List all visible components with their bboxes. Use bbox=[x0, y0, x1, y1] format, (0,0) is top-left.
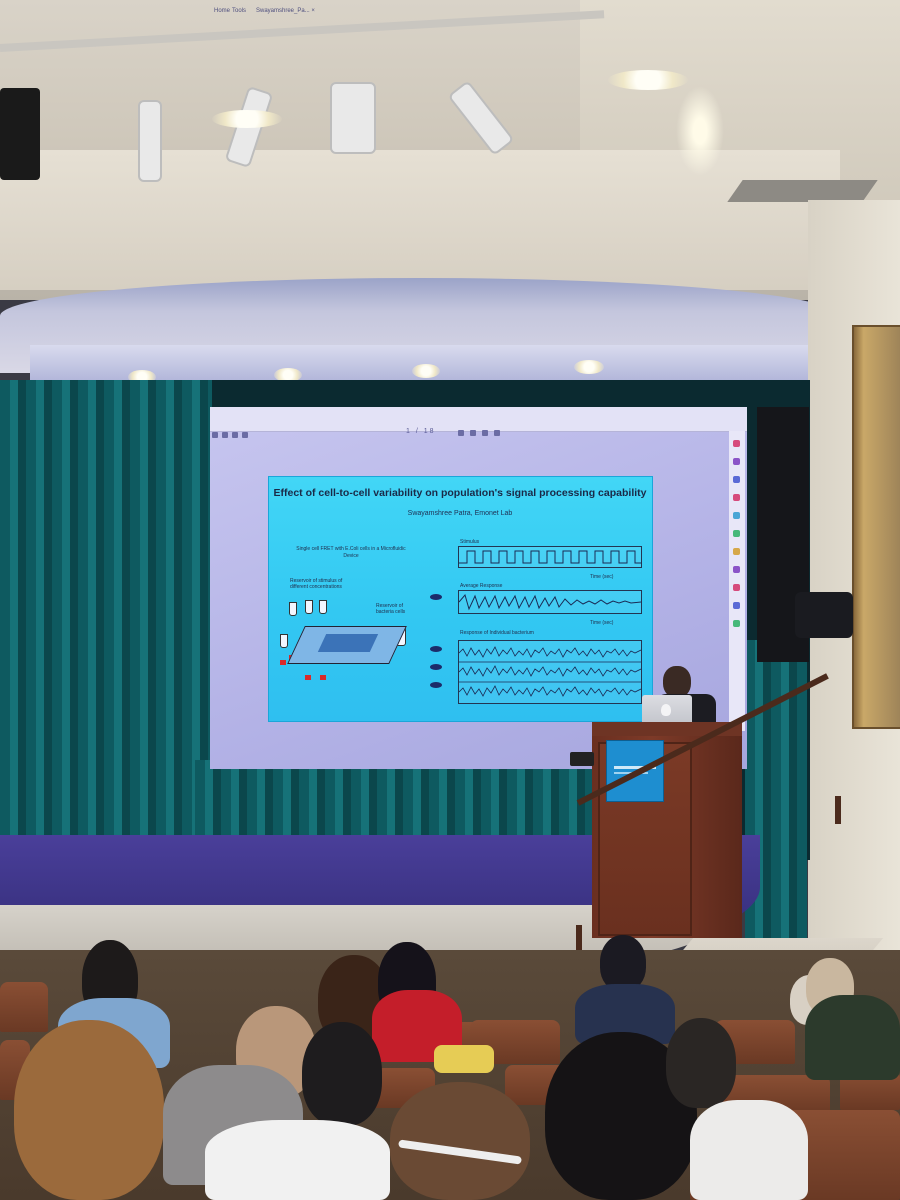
side-tool-icon bbox=[733, 620, 740, 627]
audience-member-body bbox=[805, 995, 900, 1080]
side-tool-icon bbox=[733, 440, 740, 447]
wall-camera bbox=[795, 592, 853, 638]
average-response-label: Average Response bbox=[460, 583, 503, 589]
highlight-icon bbox=[470, 430, 476, 436]
stimulus-panel-label: Stimulus bbox=[460, 539, 480, 545]
red-vial-icon bbox=[320, 675, 326, 680]
toolbar-icon bbox=[222, 432, 228, 438]
individual-signals bbox=[458, 646, 642, 697]
slide-bacteria-reservoir-label: Reservoir of bacteria cells bbox=[376, 603, 406, 615]
toolbar-document-tab: Swayamshree_Pa... × bbox=[256, 8, 315, 14]
yellow-bag bbox=[434, 1045, 494, 1073]
seat bbox=[0, 982, 48, 1032]
stage-monitor bbox=[570, 752, 594, 766]
stimulus-plot bbox=[458, 546, 642, 568]
red-vial-icon bbox=[280, 660, 286, 665]
slide-stimulus-reservoir-label: Reservoir of stimulus of different conce… bbox=[290, 578, 343, 590]
cell-marker-icon bbox=[430, 664, 442, 670]
page-indicator: 1 / 18 bbox=[406, 428, 436, 435]
soffit-downlight bbox=[574, 360, 604, 374]
audience-member-head bbox=[14, 1020, 164, 1200]
slide-title: Effect of cell-to-cell variability on po… bbox=[273, 487, 647, 499]
stimulus-signal bbox=[459, 550, 641, 564]
average-response-plot bbox=[458, 590, 642, 614]
test-tube-icon bbox=[280, 634, 288, 648]
cell-marker-icon bbox=[430, 682, 442, 688]
air-vent bbox=[727, 180, 878, 202]
cell-marker-icon bbox=[430, 594, 442, 600]
side-tool-icon bbox=[733, 602, 740, 609]
handrail-post bbox=[835, 796, 841, 824]
individual-response-plot bbox=[458, 640, 642, 704]
pdf-viewer-toolbar bbox=[210, 407, 747, 432]
time-axis-label: Time (sec) bbox=[590, 574, 614, 580]
pen-icon bbox=[458, 430, 464, 436]
slide-subtitle: Swayamshree Patra, Emonet Lab bbox=[407, 510, 513, 517]
test-tube-icon bbox=[289, 602, 297, 616]
stage-light-icon bbox=[0, 88, 40, 180]
shape-icon bbox=[482, 430, 488, 436]
audience-member-head bbox=[666, 1018, 736, 1108]
time-axis-label-2: Time (sec) bbox=[590, 620, 614, 626]
audience-member-head bbox=[302, 1022, 382, 1126]
spotlight-icon bbox=[138, 100, 162, 182]
presentation-slide bbox=[268, 476, 653, 722]
ceiling-downlight bbox=[212, 110, 282, 128]
slide-device-heading: Single cell FRET with E.Coli cells in a … bbox=[296, 546, 406, 559]
side-tool-icon bbox=[733, 458, 740, 465]
presenter-head bbox=[663, 666, 691, 698]
side-tool-icon bbox=[733, 494, 740, 501]
individual-response-label: Response of Individual bacterium bbox=[460, 630, 534, 636]
toolbar-tools: Tools bbox=[232, 8, 247, 14]
pdf-side-rail bbox=[729, 431, 745, 731]
audience-member-head bbox=[600, 935, 646, 991]
podium-sign-text-mark bbox=[614, 766, 656, 769]
apple-logo-icon bbox=[661, 704, 671, 716]
soffit-downlight bbox=[412, 364, 440, 378]
toolbar-icon bbox=[232, 432, 238, 438]
side-tool-icon bbox=[733, 548, 740, 555]
side-tool-icon bbox=[733, 584, 740, 591]
average-signal bbox=[458, 593, 642, 611]
side-tool-icon bbox=[733, 476, 740, 483]
red-vial-icon bbox=[305, 675, 311, 680]
side-tool-icon bbox=[733, 566, 740, 573]
toolbar-icon bbox=[212, 432, 218, 438]
wall-painting-frame bbox=[852, 325, 900, 729]
left-curtain bbox=[0, 380, 212, 858]
ceiling-downlight bbox=[608, 70, 688, 90]
cell-marker-icon bbox=[430, 646, 442, 652]
test-tube-icon bbox=[319, 600, 327, 614]
audience-member-body bbox=[205, 1120, 390, 1200]
soffit-downlight bbox=[274, 368, 302, 382]
wall-light-glow bbox=[676, 86, 724, 176]
projector-icon bbox=[330, 82, 376, 154]
test-tube-icon bbox=[305, 600, 313, 614]
microfluidic-channel bbox=[317, 634, 379, 652]
audience-member-body bbox=[690, 1100, 808, 1200]
toolbar-home: Home bbox=[214, 8, 231, 14]
toolbar-icon bbox=[242, 432, 248, 438]
text-icon bbox=[494, 430, 500, 436]
side-tool-icon bbox=[733, 512, 740, 519]
side-tool-icon bbox=[733, 530, 740, 537]
